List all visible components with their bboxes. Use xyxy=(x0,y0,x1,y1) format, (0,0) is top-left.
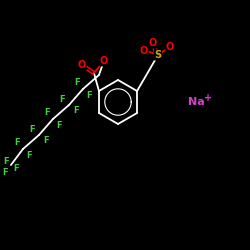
Text: O: O xyxy=(166,42,174,52)
Text: F: F xyxy=(56,121,62,130)
Text: F: F xyxy=(13,164,19,173)
Text: Na: Na xyxy=(188,97,204,107)
Text: F: F xyxy=(74,78,80,87)
Text: F: F xyxy=(29,124,35,134)
Text: F: F xyxy=(44,108,50,117)
Text: O: O xyxy=(149,38,157,48)
Text: O: O xyxy=(140,46,148,56)
Text: +: + xyxy=(204,93,212,103)
Text: F: F xyxy=(3,168,8,177)
Text: F: F xyxy=(43,136,49,145)
Text: S: S xyxy=(154,50,162,60)
Text: F: F xyxy=(86,91,92,100)
Text: O: O xyxy=(78,60,86,70)
Text: F: F xyxy=(59,94,65,104)
Text: O: O xyxy=(100,56,108,66)
Text: F: F xyxy=(3,157,9,166)
Text: F: F xyxy=(73,106,78,116)
Text: F: F xyxy=(26,151,32,160)
Text: F: F xyxy=(14,138,20,147)
